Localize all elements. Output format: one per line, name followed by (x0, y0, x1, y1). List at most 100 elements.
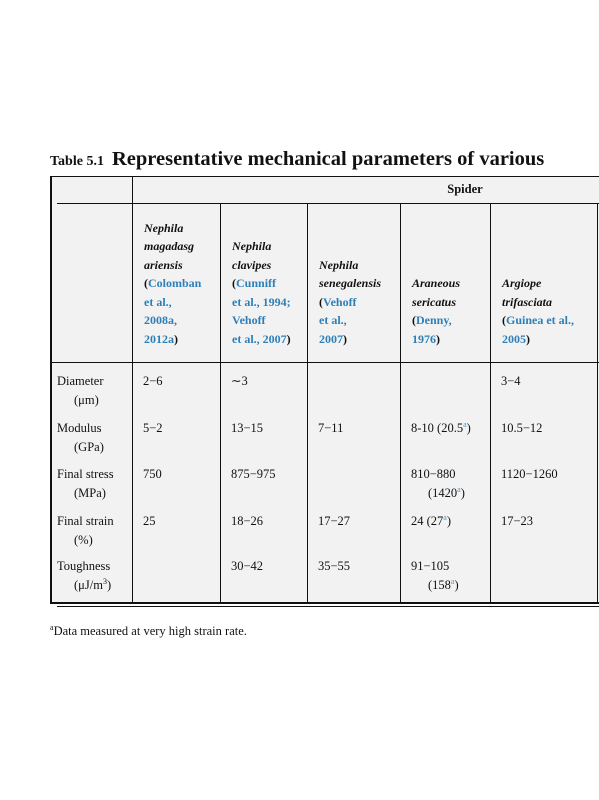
rule (50, 176, 52, 603)
paren: ( (412, 313, 416, 327)
rule (50, 362, 599, 363)
row-label: Modulus (57, 421, 102, 435)
reference-text: Guinea et al., (506, 313, 574, 327)
cell-value: 1120−1260 (501, 467, 558, 481)
paren: ( (319, 294, 323, 309)
reference: (Denny, (412, 311, 452, 329)
table-label: Table 5.1 (50, 154, 104, 169)
row-label-text: (μJ/m (74, 577, 103, 592)
row-label: (%) (74, 532, 93, 547)
reference: et al., (319, 311, 347, 329)
cell-value: 810−880 (411, 467, 456, 481)
reference: (Guinea et al., (502, 311, 574, 329)
rule (400, 203, 401, 603)
reference: 1976) (412, 330, 440, 348)
cell-value-tail: ) (454, 577, 459, 592)
cell-value: 91−105 (411, 559, 450, 573)
species-name: clavipes (232, 257, 272, 272)
cell-value: 18−26 (231, 514, 264, 528)
row-label: Final stress (57, 467, 114, 481)
superscript: a (450, 576, 455, 586)
reference: 2012a) (144, 330, 178, 348)
row-label: Final strain (57, 514, 114, 528)
cell-value: 875−975 (231, 467, 276, 481)
reference-text: Vehoff (232, 313, 266, 327)
superscript: a (463, 419, 467, 429)
rule (50, 602, 599, 604)
species-name: Araneous (412, 276, 461, 290)
cell-value: 30−42 (231, 559, 264, 573)
row-label-tail: ) (106, 577, 112, 592)
species-name: trifasciata (502, 294, 552, 309)
species-name: Nephila (144, 220, 184, 235)
superscript: a (443, 512, 447, 522)
row-label: (GPa) (74, 439, 104, 454)
rule (57, 203, 599, 204)
reference-text: 2012a (144, 331, 174, 346)
group-header: Spider (447, 182, 483, 196)
cell-value: 3−4 (501, 374, 521, 388)
table-title: Table 5.1 Representative mechanical para… (50, 148, 544, 171)
reference: et al., (144, 293, 172, 311)
row-label: (MPa) (74, 485, 106, 500)
cell-value: 2−6 (143, 374, 163, 388)
paren: ( (502, 313, 506, 327)
footnote: aData measured at very high strain rate. (50, 622, 247, 639)
paren: ) (436, 331, 440, 346)
rule (57, 606, 599, 607)
row-label: Diameter (57, 374, 104, 388)
species-name: Nephila (319, 257, 359, 272)
reference: 2008a, (144, 311, 177, 329)
cell-value: 750 (143, 467, 162, 481)
species-name: sericatus (412, 294, 457, 309)
cell-value-tail: ) (460, 485, 465, 500)
rule (490, 203, 491, 603)
reference-text: et al., (144, 294, 172, 309)
species-name: Nephila (232, 239, 272, 253)
superscript: a (457, 484, 461, 494)
reference-text: 2008a, (144, 313, 177, 327)
table-caption: Representative mechanical parameters of … (111, 148, 545, 170)
reference-text: et al., 2007 (232, 331, 287, 346)
cell-value: 7−11 (318, 421, 344, 435)
species-name: magadasg (144, 239, 195, 253)
table-background (50, 176, 599, 602)
cell-value: 5−2 (143, 421, 163, 435)
reference: et al., 1994; (232, 293, 291, 311)
footnote-text: Data measured at very high strain rate. (53, 624, 247, 638)
superscript: 3 (102, 576, 107, 586)
cell-value-tail: ) (466, 421, 471, 435)
rule (50, 176, 599, 177)
rule (597, 203, 598, 603)
reference-text: Colomban (148, 276, 202, 290)
reference: Vehoff (232, 311, 266, 329)
cell-value: 24 (27a) (411, 512, 451, 530)
reference: (Vehoff (319, 293, 357, 311)
cell-value: 35−55 (318, 559, 351, 573)
cell-value: (158a) (428, 576, 459, 594)
cell-value: 17−27 (318, 514, 351, 528)
footnote-marker: a (50, 622, 54, 632)
cell-value: 8-10 (20.5a) (411, 419, 471, 437)
species-name: ariensis (144, 257, 183, 272)
paren: ( (144, 276, 148, 290)
cell-value-text: (158 (428, 577, 451, 592)
reference-text: Cunniff (236, 276, 277, 290)
cell-value: (1420a) (428, 484, 465, 502)
reference: (Colomban (144, 274, 201, 292)
paren: ( (232, 276, 236, 290)
row-label: (μJ/m3) (74, 576, 111, 594)
cell-value-text: 24 (27 (411, 514, 444, 528)
species-name: senegalensis (319, 276, 382, 290)
reference-text: Vehoff (323, 294, 357, 309)
cell-value-tail: ) (446, 514, 452, 528)
reference-text: 2005 (502, 331, 526, 346)
reference-text: 2007 (319, 331, 343, 346)
reference: 2007) (319, 330, 347, 348)
reference: et al., 2007) (232, 330, 291, 348)
cell-value: 10.5−12 (501, 421, 543, 435)
cell-value: 25 (143, 514, 156, 528)
paren: ) (526, 331, 530, 346)
reference: 2005) (502, 330, 530, 348)
